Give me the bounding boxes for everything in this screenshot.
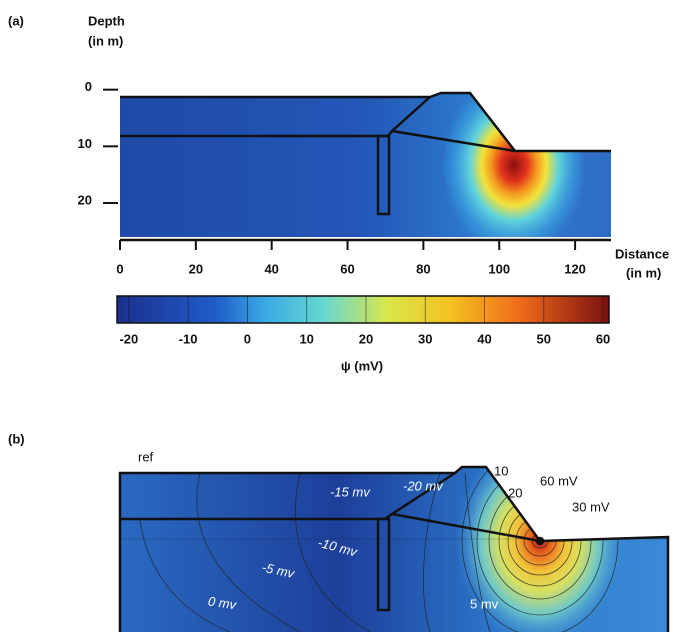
- contour-label: 0 mv: [207, 594, 238, 613]
- colorbar-tick-label: 30: [418, 331, 432, 346]
- colorbar-tick-label: 0: [244, 331, 251, 346]
- colorbar-label: ψ (mV): [341, 358, 383, 373]
- y-tick-label: 10: [78, 136, 92, 151]
- x-tick-label: 60: [340, 261, 354, 276]
- panel-label: (a): [8, 13, 24, 28]
- y-tick-label: 20: [78, 192, 92, 207]
- contour-label: 30 mV: [572, 499, 610, 514]
- colorbar-tick-label: -20: [119, 331, 138, 346]
- heatmap: [120, 93, 611, 237]
- y-axis-label: Depth: [88, 13, 125, 28]
- x-axis-label: (in m): [626, 265, 661, 280]
- colorbar-tick-label: 60: [596, 331, 610, 346]
- contour-label: 20: [508, 485, 522, 500]
- colorbar-tick-label: 50: [537, 331, 551, 346]
- colorbar: [116, 295, 610, 324]
- x-tick-label: 20: [189, 261, 203, 276]
- contour-field: [120, 467, 668, 632]
- contour-label: 60 mV: [540, 473, 578, 488]
- y-tick-label: 0: [85, 79, 92, 94]
- panel-label: (b): [8, 431, 25, 446]
- x-tick-label: 120: [564, 261, 586, 276]
- x-tick-label: 100: [488, 261, 510, 276]
- contour-label: -5 mv: [261, 560, 297, 582]
- colorbar-tick-label: 40: [477, 331, 491, 346]
- contour-label: 5 mv: [470, 596, 499, 611]
- contour-label: -20 mv: [403, 478, 444, 493]
- contour-label: -15 mv: [330, 484, 371, 499]
- y-axis-label: (in m): [88, 33, 123, 48]
- x-tick-label: 80: [416, 261, 430, 276]
- x-axis-label: Distance: [615, 246, 669, 261]
- colorbar-tick-label: -10: [179, 331, 198, 346]
- geometry: [120, 91, 611, 216]
- contour-label: ref: [138, 449, 154, 464]
- geometry: [118, 465, 670, 632]
- x-tick-label: 40: [264, 261, 278, 276]
- colorbar-tick-label: 10: [299, 331, 313, 346]
- x-tick-label: 0: [116, 261, 123, 276]
- colorbar-tick-label: 20: [359, 331, 373, 346]
- contour-label: 10: [494, 463, 508, 478]
